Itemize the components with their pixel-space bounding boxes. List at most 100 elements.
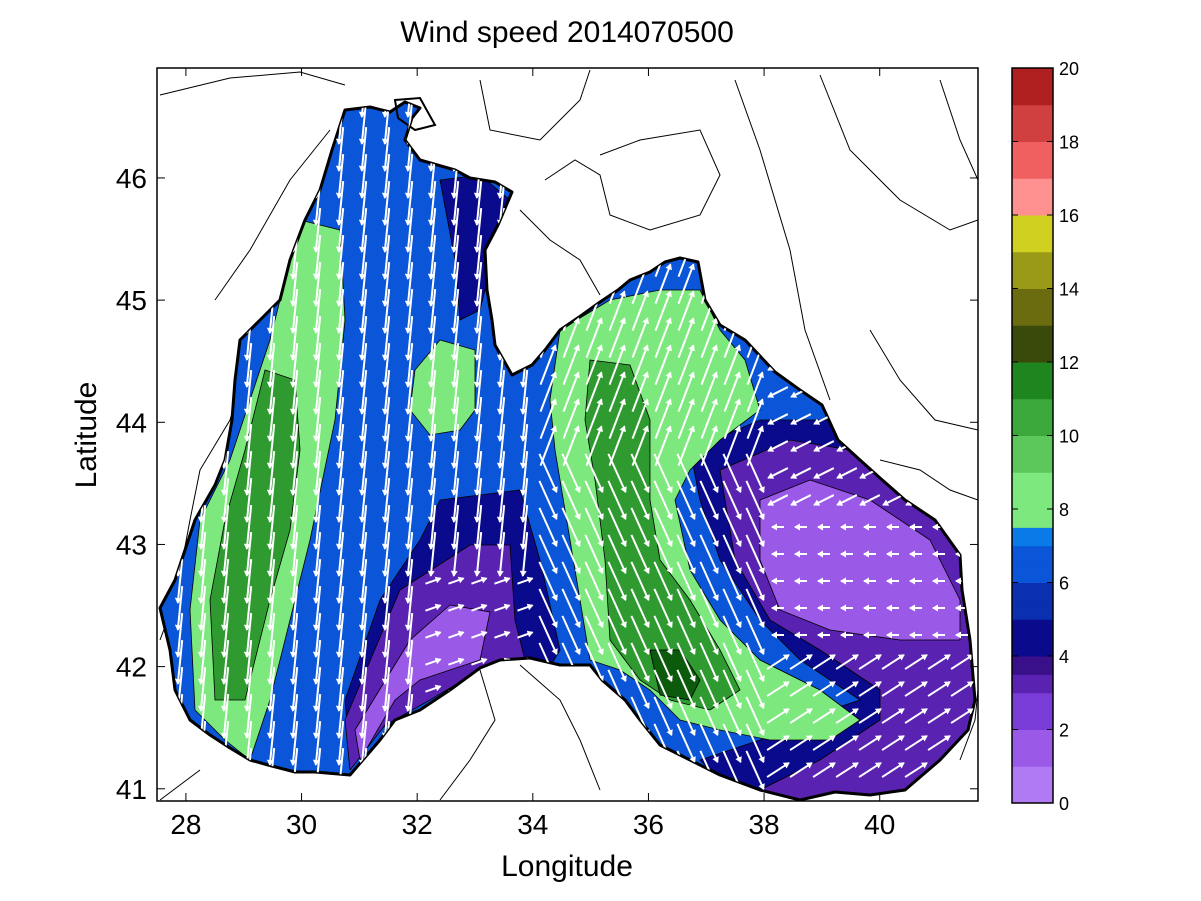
wind-arrow [289,640,299,685]
wind-arrow [699,534,719,575]
wind-arrow [312,505,322,550]
wind-arrow [584,561,604,602]
wind-arrow [473,451,483,496]
wind-arrow [197,613,207,658]
wind-arrow [358,451,368,496]
wind-arrow [358,102,368,118]
wind-arrow [312,559,322,604]
wind-arrow [584,588,604,629]
wind-arrow [220,451,230,496]
wind-arrow [561,561,581,602]
wind-arrow [404,316,414,361]
wind-arrow [584,507,604,548]
wind-arrow [266,613,276,658]
wind-arrow [699,453,719,494]
wind-arrow [745,561,765,602]
wind-arrow [335,613,345,658]
wind-arrow [722,453,742,494]
wind-arrow [722,615,742,656]
wind-arrow [745,669,765,710]
wind-arrow [358,613,368,658]
wind-arrow [812,654,836,670]
wind-arrow [450,208,460,253]
wind-arrow [312,478,322,523]
wind-arrow [404,640,414,685]
wind-arrow [427,289,437,334]
wind-arrow [450,370,460,415]
wind-arrow [473,208,483,253]
wind-arrow [766,735,790,751]
wind-arrow [450,478,460,523]
wind-arrow [243,451,253,496]
colorbar-band [1012,619,1053,639]
wind-arrow [835,708,859,724]
wind-arrow [653,480,673,521]
colorbar-band [1012,729,1053,749]
wind-arrow [289,424,299,469]
wind-arrow [312,424,322,469]
wind-arrow [723,425,741,466]
wind-arrow [473,397,483,442]
wind-arrow [789,681,813,697]
wind-arrow [243,532,253,577]
colorbar-tick-label: 0 [1059,794,1069,814]
colorbar-band [1012,343,1053,363]
colorbar-band [1012,68,1053,87]
wind-arrow [289,532,299,577]
wind-arrow [427,370,437,415]
y-tick-label: 42 [116,652,147,683]
wind-arrow [519,532,529,577]
wind-arrow [312,667,322,712]
wind-arrow [335,667,345,712]
colorbar-tick-label: 2 [1059,721,1069,741]
wind-arrow [335,505,345,550]
wind-arrow [335,424,345,469]
wind-arrow [561,615,581,656]
wind-arrow [404,667,414,712]
wind-arrow [266,451,276,496]
wind-arrow [243,667,253,712]
wind-arrow [699,480,719,521]
wind-arrow [745,534,765,575]
wind-arrow [220,694,230,739]
wind-arrow [699,588,719,629]
x-axis-label: Longitude [501,850,633,883]
wind-arrow [450,235,460,280]
wind-arrow [174,559,184,604]
wind-arrow [197,505,207,550]
wind-arrow [358,370,368,415]
wind-arrow [630,453,650,494]
colorbar-tick-label: 18 [1059,133,1079,153]
wind-arrow [654,344,672,385]
wind-arrow [746,371,764,412]
wind-arrow [312,262,322,307]
wind-arrow [585,344,603,385]
wind-arrow [538,534,558,575]
wind-arrow [517,630,534,639]
wind-arrow [881,762,905,778]
wind-arrow [722,669,742,710]
wind-arrow [404,154,414,199]
wind-arrow [243,721,253,766]
wind-arrow [473,532,483,577]
azov-coastline [393,96,437,132]
wind-arrow [630,561,650,602]
wind-arrow [677,290,695,331]
colorbar-band [1012,490,1053,510]
wind-arrow [653,696,673,737]
wind-arrow [335,127,345,172]
wind-arrow [562,425,580,466]
wind-arrow [473,370,483,415]
wind-arrow [312,640,322,685]
wind-arrow [496,451,506,496]
wind-arrow [745,480,765,521]
wind-arrow [607,615,627,656]
wind-arrow [358,505,368,550]
wind-arrow [448,603,465,612]
wind-arrow [312,721,322,766]
wind-arrow [425,603,442,612]
wind-arrow [266,424,276,469]
wind-arrow [538,615,558,656]
wind-arrow [312,235,322,280]
colorbar-band [1012,637,1053,657]
